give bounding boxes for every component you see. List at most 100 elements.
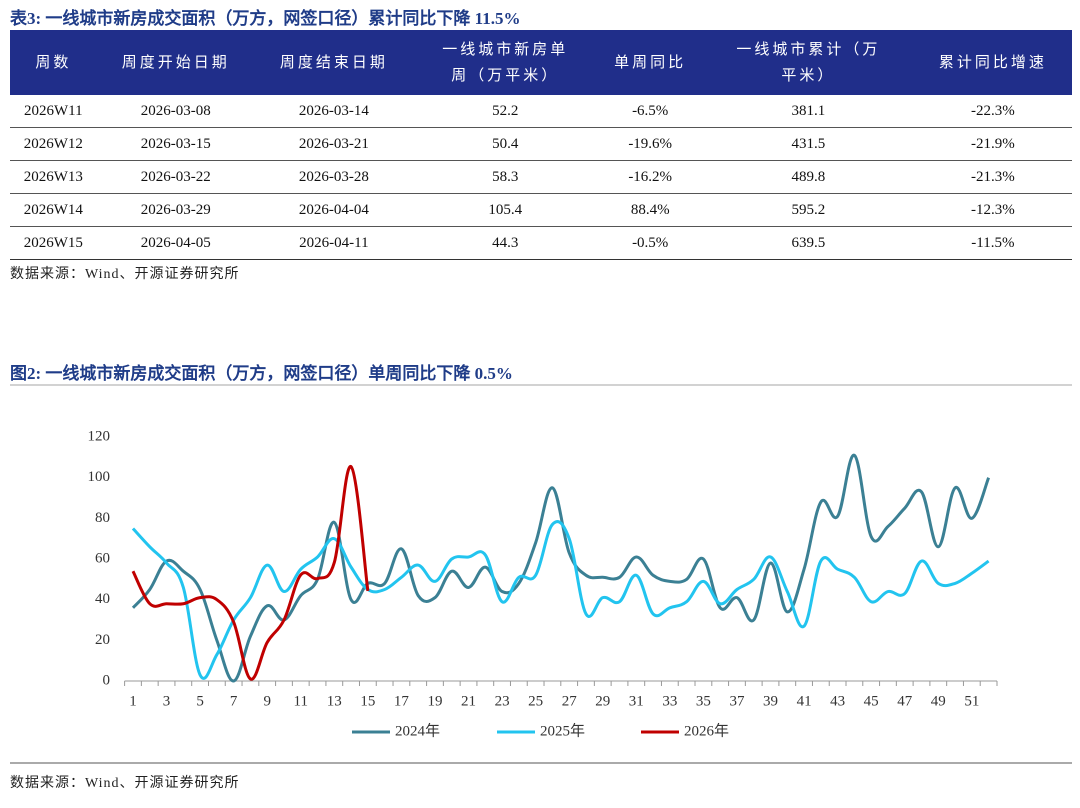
legend-label: 2025年 [540,722,585,739]
table-cell: 2026-03-21 [254,127,413,161]
y-tick-label: 40 [95,591,110,607]
table-cell: -22.3% [913,95,1072,128]
table-cell: 2026W15 [10,226,97,260]
x-tick-label: 31 [629,693,644,709]
legend-label: 2026年 [684,722,729,739]
table-cell: 50.4 [412,127,598,161]
table-cell: -21.3% [913,160,1072,194]
x-tick-label: 17 [394,693,410,709]
x-tick-label: 49 [931,693,946,709]
x-tick-label: 33 [662,693,677,709]
table-cell: 58.3 [412,160,598,194]
x-tick-label: 29 [595,693,610,709]
x-tick-label: 37 [729,693,745,709]
header-cell: 累计同比增速 [913,30,1072,95]
x-tick-label: 39 [763,693,778,709]
table-cell: 2026-03-29 [96,193,255,227]
table-cell: 431.5 [702,127,914,161]
table-cell: 2026-04-05 [96,226,255,260]
header-cell: 一线城市新房单 周（万平米） [412,30,598,95]
y-tick-label: 60 [95,550,110,566]
table-cell: 381.1 [702,95,914,128]
x-tick-label: 1 [129,693,137,709]
table-cell: 2026W12 [10,127,97,161]
table-cell: 2026-03-22 [96,160,255,194]
header-text: 周度开始日期 [121,54,230,71]
table-cell: 2026-04-11 [254,226,413,260]
table-row: 2026W12 2026-03-15 2026-03-21 50.4 -19.6% 431… [10,127,1072,161]
header-text: 一线城市累计（万 [736,41,881,58]
header-text: 平米） [781,67,836,84]
table-cell: 2026-04-04 [254,193,413,227]
table-cell: -6.5% [597,95,703,128]
y-tick-label: 80 [95,510,110,526]
x-tick-label: 19 [427,693,442,709]
table-cell: 105.4 [412,193,598,227]
header-cell: 周数 [10,30,97,95]
line-series [131,465,370,681]
header-cell: 一线城市累计（万 平米） [702,30,914,95]
legend-label: 2024年 [395,722,440,739]
y-tick-label: 0 [103,672,111,688]
y-tick-label: 120 [88,428,111,444]
table-cell: 88.4% [597,193,703,227]
table-cell: 639.5 [702,226,914,260]
header-cell: 周度结束日期 [254,30,413,95]
header-text: 累计同比增速 [938,54,1047,71]
table-row: 2026W11 2026-03-08 2026-03-14 52.2 -6.5% 381.… [10,95,1072,128]
table-cell: -21.9% [913,127,1072,161]
table-cell: 595.2 [702,193,914,227]
chart-title: 图2: 一线城市新房成交面积（万方，网签口径）单周同比下降 0.5% [10,364,513,383]
x-tick-label: 25 [528,693,543,709]
table-cell: 2026-03-15 [96,127,255,161]
header-text: 单周同比 [614,54,687,71]
table-cell: -19.6% [597,127,703,161]
x-tick-label: 5 [196,693,204,709]
x-tick-label: 21 [461,693,476,709]
table-cell: 44.3 [412,226,598,260]
table-cell: -12.3% [913,193,1072,227]
y-tick-label: 100 [88,469,111,485]
x-tick-label: 43 [830,693,845,709]
table-cell: 2026-03-08 [96,95,255,128]
line-series [131,453,991,683]
line-series [131,520,990,680]
header-cell: 单周同比 [597,30,703,95]
table-row: 2026W13 2026-03-22 2026-03-28 58.3 -16.2% 489… [10,160,1072,194]
header-text: 周（万平米） [451,67,560,84]
header-text: 周度结束日期 [279,54,388,71]
table-cell: -11.5% [913,226,1072,260]
table-cell: 2026-03-14 [254,95,413,128]
x-tick-label: 51 [964,693,979,709]
table-cell: 52.2 [412,95,598,128]
x-tick-label: 13 [327,693,342,709]
table-cell: 2026-03-28 [254,160,413,194]
header-cell: 周度开始日期 [96,30,255,95]
header-text: 一线城市新房单 [442,41,569,58]
x-tick-label: 3 [163,693,171,709]
table-row: 2026W15 2026-04-05 2026-04-11 44.3 -0.5% 639.… [10,226,1072,260]
table-cell: 2026W14 [10,193,97,227]
data-table: 周数 周度开始日期 周度结束日期 一线城市新房单 周（万平米） 单周同比 一线城市累计（万平… [10,30,1072,260]
table-cell: 2026W13 [10,160,97,194]
x-tick-label: 45 [864,693,879,709]
x-tick-label: 15 [360,693,375,709]
header-text: 周数 [35,54,72,71]
x-tick-label: 35 [696,693,711,709]
table-cell: 489.8 [702,160,914,194]
table-row: 2026W14 2026-03-29 2026-04-04 105.4 88.4% 595… [10,193,1072,227]
table-cell: 2026W11 [10,95,97,128]
x-tick-label: 47 [897,693,913,709]
x-tick-label: 7 [230,693,238,709]
table-title: 表3: 一线城市新房成交面积（万方，网签口径）累计同比下降 11.5% [10,9,521,28]
y-tick-label: 20 [95,632,110,648]
table-cell: -0.5% [597,226,703,260]
x-tick-label: 9 [263,693,271,709]
table-source: 数据来源：Wind、开源证券研究所 [10,267,240,282]
x-tick-label: 41 [797,693,812,709]
table-cell: -16.2% [597,160,703,194]
x-tick-label: 27 [562,693,578,709]
x-tick-label: 23 [495,693,510,709]
